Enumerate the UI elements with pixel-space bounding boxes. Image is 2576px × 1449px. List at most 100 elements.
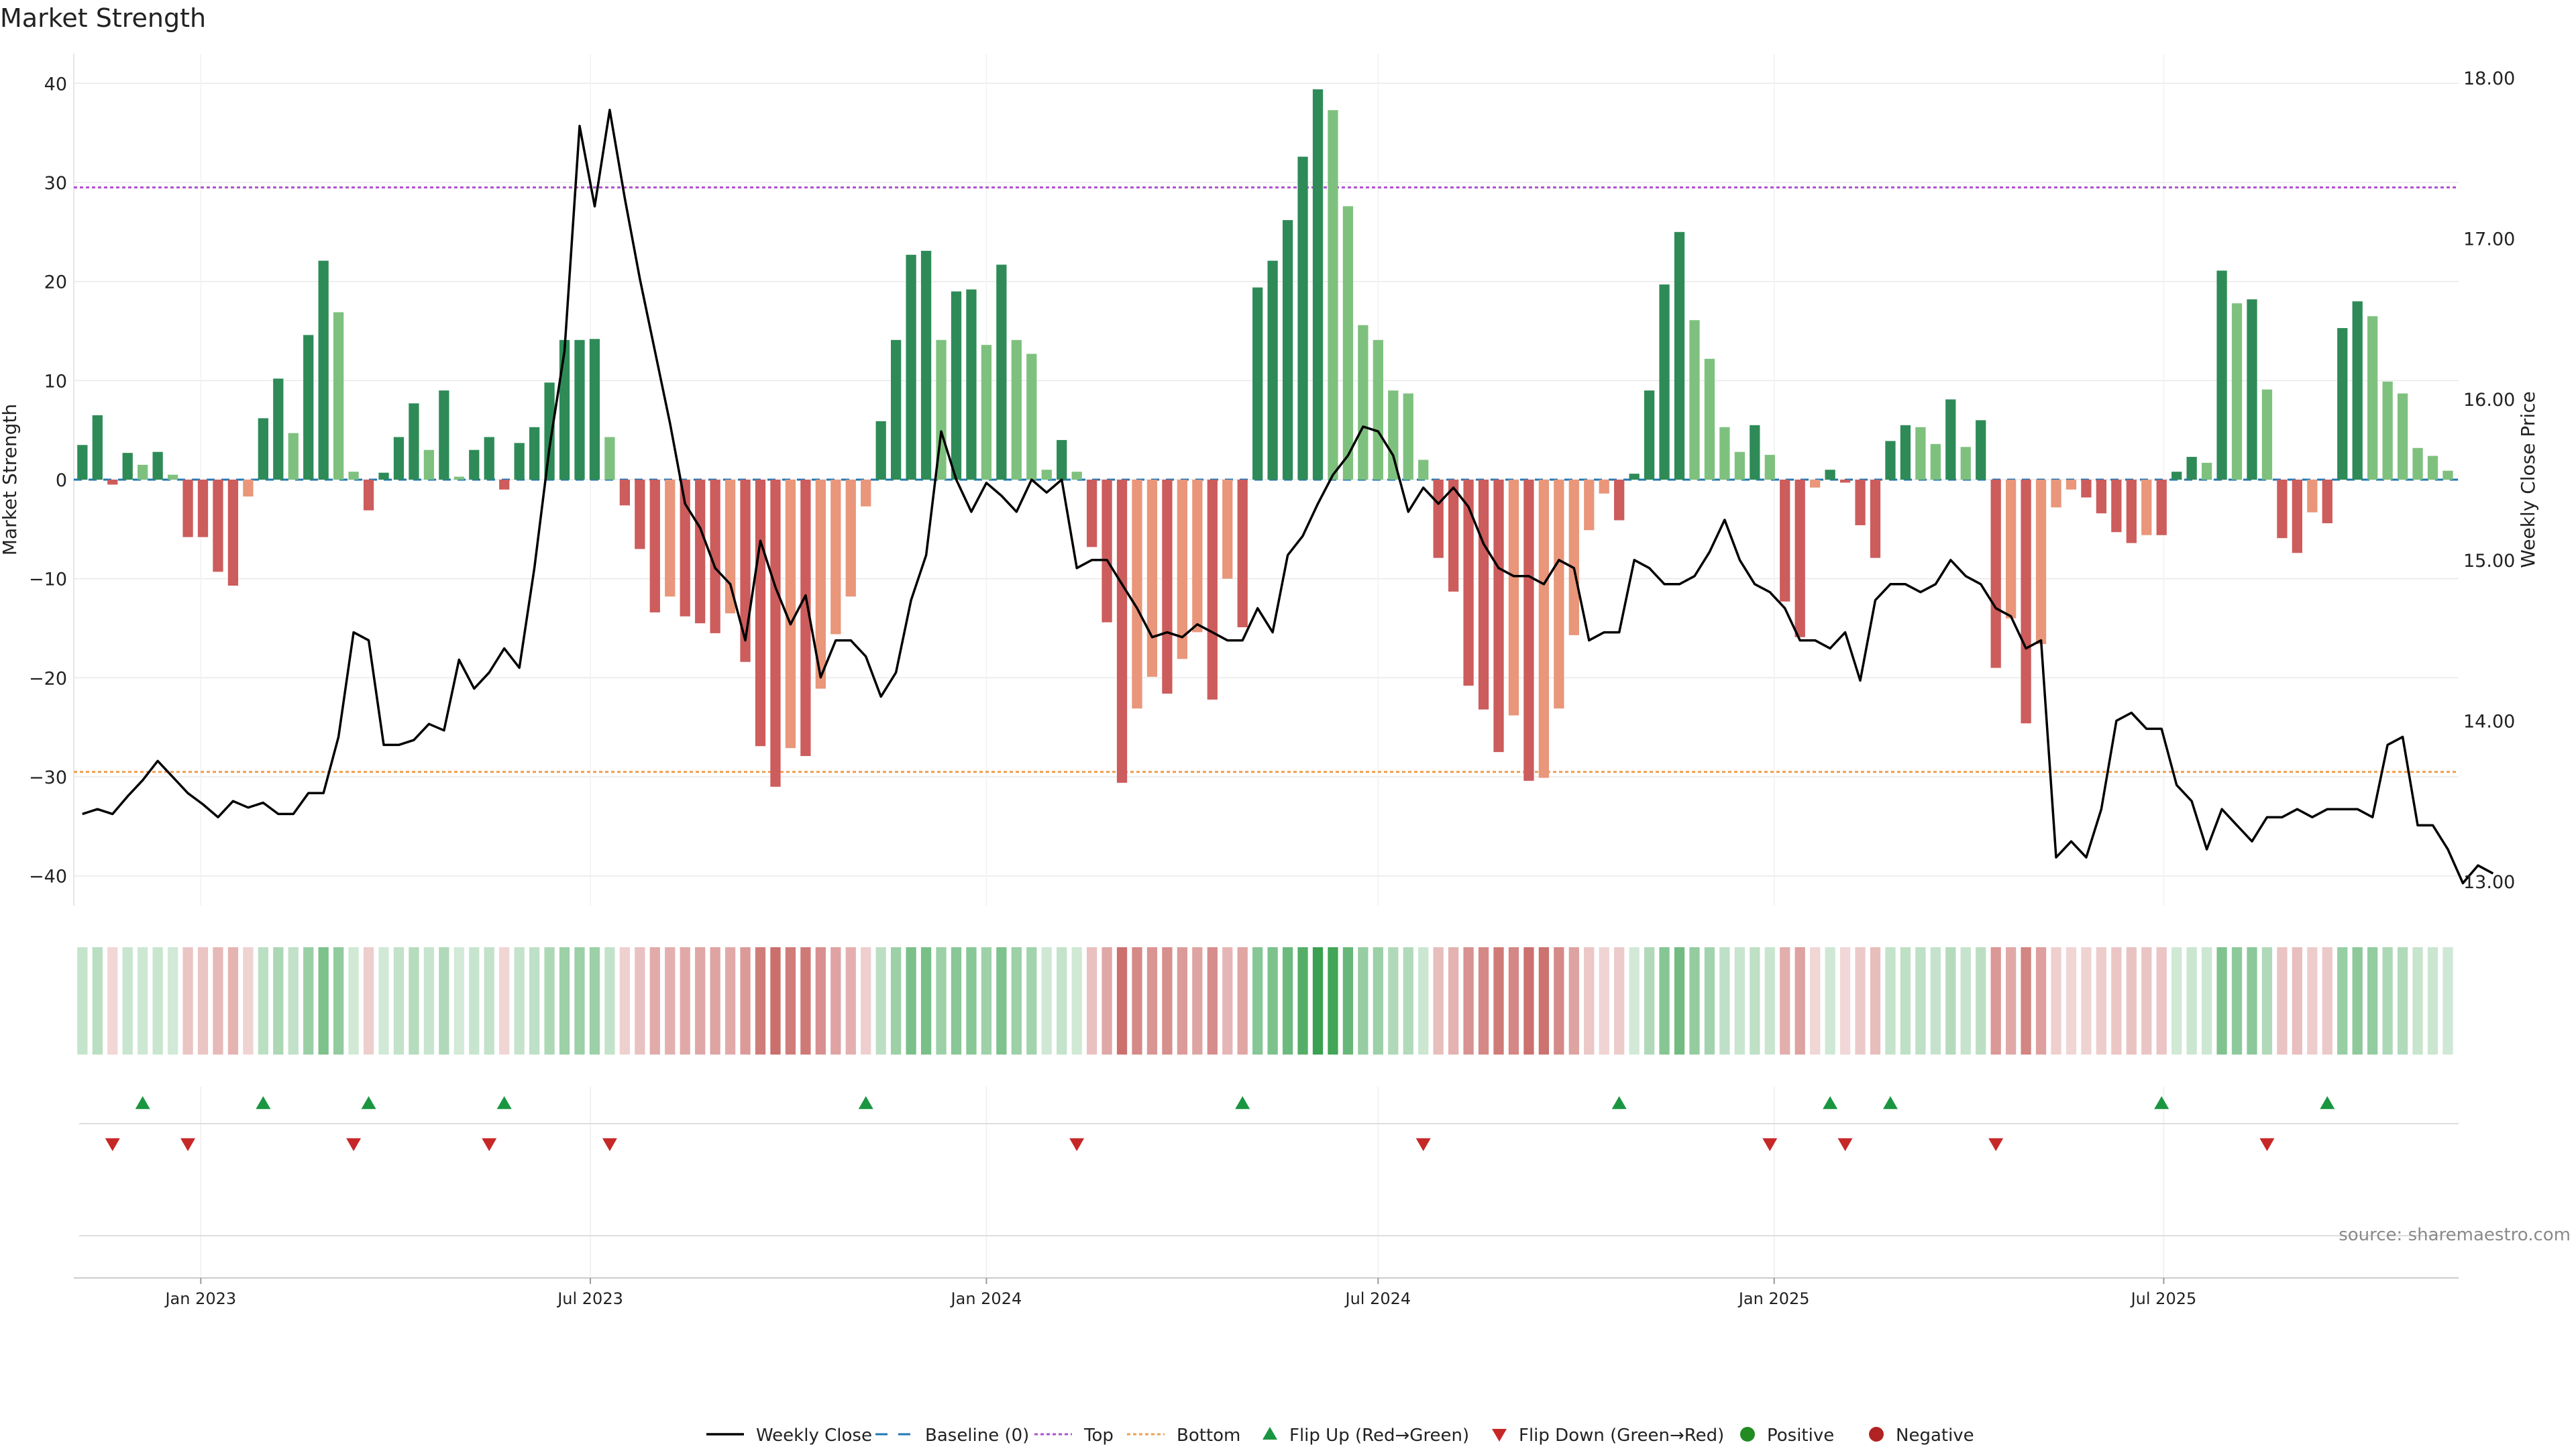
strip-cell <box>996 947 1007 1055</box>
x-tick-label: Jul 2024 <box>1344 1289 1411 1308</box>
strength-bar <box>499 480 510 490</box>
strength-bar <box>1629 474 1640 480</box>
strength-bar <box>635 480 645 549</box>
legend-item-flip-down: Flip Down (Green→Red) <box>1492 1426 1724 1446</box>
legend-swatch <box>1740 1427 1755 1442</box>
flip-down-marker <box>1837 1138 1853 1151</box>
strength-bar <box>363 480 374 511</box>
strip-cell <box>2096 947 2107 1055</box>
strength-bar <box>1312 89 1324 480</box>
strength-bar <box>755 480 766 747</box>
strength-bar <box>1614 480 1625 521</box>
strip-cell <box>1870 947 1881 1055</box>
strip-cell <box>1554 947 1564 1055</box>
strength-bar <box>1568 480 1579 635</box>
legend-label: Baseline (0) <box>925 1426 1029 1446</box>
strength-bar <box>1267 260 1278 480</box>
flip-up-marker <box>361 1096 376 1110</box>
strength-bar <box>544 382 555 480</box>
strength-bar <box>1071 472 1082 480</box>
tick-label-right: 14.00 <box>2463 711 2515 732</box>
strip-cell <box>1719 947 1730 1055</box>
strength-bar <box>1478 480 1489 710</box>
strip-cell <box>258 947 268 1055</box>
strength-bar <box>1102 480 1112 623</box>
strength-bar <box>167 474 178 480</box>
strip-cell <box>1614 947 1625 1055</box>
strength-bar <box>1644 390 1655 480</box>
strip-cell <box>1297 947 1308 1055</box>
strip-cell <box>724 947 736 1055</box>
tick-label-left: −20 <box>29 668 67 689</box>
strip-cell <box>1192 947 1203 1055</box>
strength-bar <box>2021 480 2031 724</box>
strip-cell <box>845 947 856 1055</box>
left-axis: 40 30 20 10 0 −10 −20 −30 −40 <box>29 74 67 887</box>
strip-cell <box>1146 947 1158 1055</box>
tick-label-right: 17.00 <box>2463 229 2515 250</box>
strip-cell <box>288 947 299 1055</box>
strip-cell <box>2051 947 2061 1055</box>
flip-up-marker <box>1882 1096 1898 1110</box>
strip-cell <box>152 947 163 1055</box>
strip-cell <box>1750 947 1760 1055</box>
strip-cell <box>1689 947 1700 1055</box>
strip-cell <box>378 947 389 1055</box>
strip-cell <box>619 947 631 1055</box>
strength-bar <box>1780 480 1790 602</box>
strip-cell <box>243 947 254 1055</box>
strength-bar <box>1162 480 1173 694</box>
strength-bars <box>77 89 2453 787</box>
tick-label-left: 0 <box>56 470 67 491</box>
strength-bar <box>1358 325 1368 480</box>
strip-cell <box>966 947 977 1055</box>
strength-bar <box>318 260 329 480</box>
strip-cell <box>1207 947 1218 1055</box>
strength-bar <box>2156 480 2167 535</box>
strength-bar <box>815 480 826 689</box>
strip-cell <box>333 947 344 1055</box>
strength-bar <box>1388 390 1399 480</box>
strip-cell <box>1659 947 1670 1055</box>
flip-up-marker <box>1235 1096 1250 1110</box>
strip-cell <box>1478 947 1489 1055</box>
strip-cell <box>559 947 570 1055</box>
strip-cell <box>2247 947 2257 1055</box>
strength-bar <box>1976 420 1986 480</box>
legend-item-baseline: Baseline (0) <box>875 1426 1029 1446</box>
strength-bar <box>845 480 856 597</box>
strip-cell <box>529 947 540 1055</box>
strip-cell <box>77 947 88 1055</box>
strip-cell <box>649 947 660 1055</box>
strength-bar <box>288 433 299 480</box>
strip-cell <box>1674 947 1685 1055</box>
strip-cell <box>1855 947 1866 1055</box>
strip-cell <box>981 947 992 1055</box>
strip-cell <box>499 947 510 1055</box>
strength-bar <box>1177 480 1188 659</box>
strength-bar <box>2261 389 2273 480</box>
strength-bar <box>333 312 344 480</box>
strip-cell <box>680 947 690 1055</box>
strength-bar <box>1342 206 1354 480</box>
strength-bar <box>785 480 796 749</box>
strength-bar <box>1915 427 1926 480</box>
strength-bar <box>138 464 148 480</box>
legend-label: Negative <box>1896 1426 1974 1446</box>
strip-cell <box>1976 947 1986 1055</box>
strip-cell <box>1945 947 1956 1055</box>
strip-cell <box>1011 947 1022 1055</box>
legend-label: Top <box>1083 1426 1114 1446</box>
strength-bar <box>439 390 449 480</box>
strip-cell <box>1222 947 1233 1055</box>
strength-bar <box>1930 443 1941 480</box>
strip-cell <box>1990 947 2001 1055</box>
strength-bar <box>2096 480 2107 514</box>
strength-bar <box>77 445 88 480</box>
strip-cell <box>1026 947 1037 1055</box>
strip-cell <box>2261 947 2273 1055</box>
legend-item-close: Weekly Close <box>706 1426 872 1446</box>
strength-bar <box>589 339 600 480</box>
strength-bar <box>273 378 284 480</box>
